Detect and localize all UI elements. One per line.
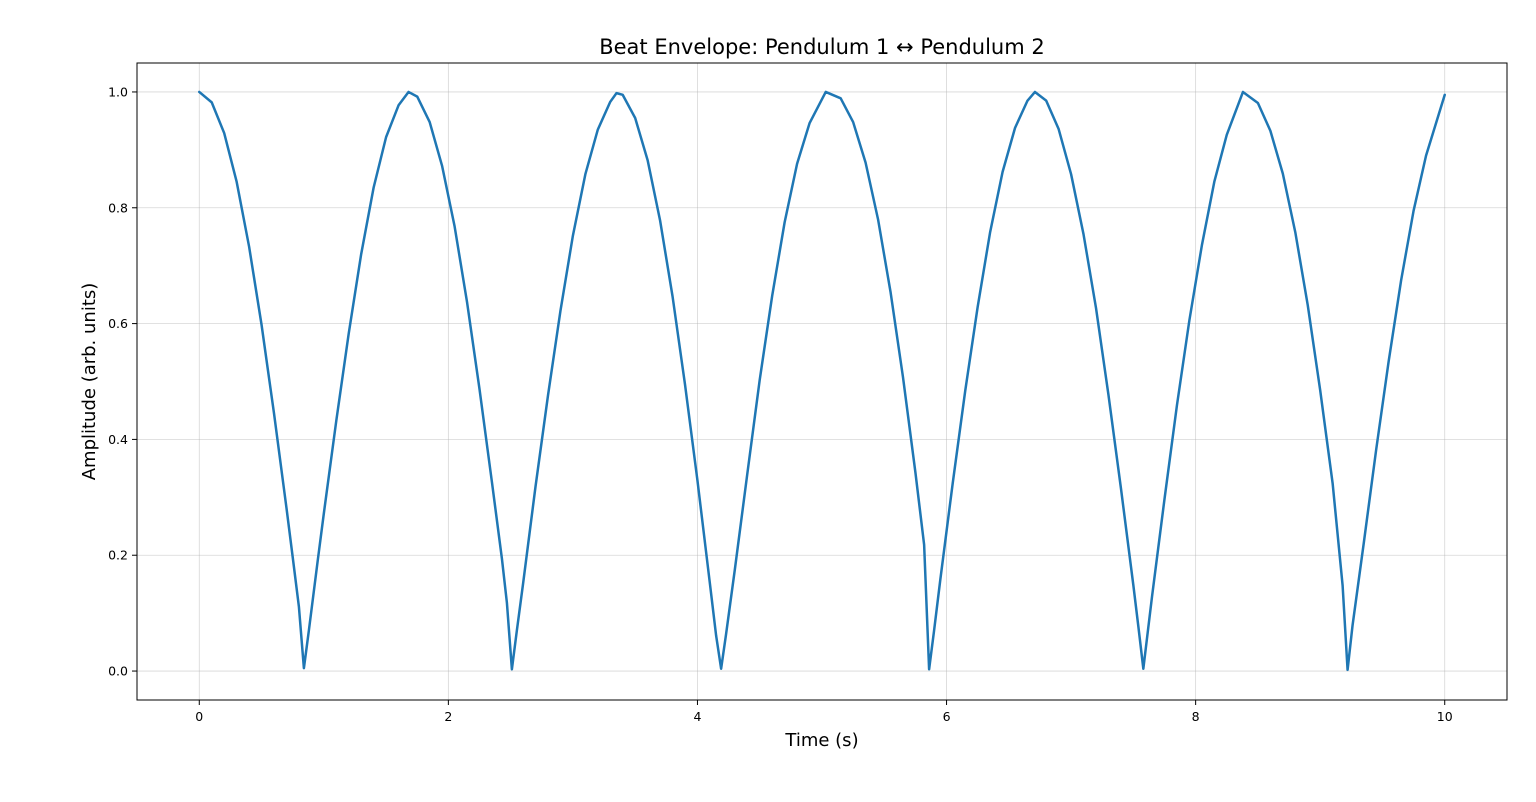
y-axis-ticks: 0.0 0.2 0.4 0.6 0.8 1.0: [108, 84, 137, 679]
x-tick-label: 0: [195, 709, 203, 724]
x-tick-label: 10: [1437, 709, 1453, 724]
series-line: [198, 90, 1446, 672]
y-tick-label: 0.6: [108, 316, 128, 331]
y-tick-label: 0.4: [108, 432, 128, 447]
plot-frame: [136, 62, 1508, 701]
line-layer: [198, 90, 1446, 672]
y-axis-label: Amplitude (arb. units): [79, 283, 100, 481]
x-axis-ticks: 0 2 4 6 8 10: [195, 700, 1453, 724]
y-tick-label: 1.0: [108, 84, 128, 99]
chart-title: Beat Envelope: Pendulum 1 ↔ Pendulum 2: [599, 35, 1045, 59]
x-tick-label: 8: [1192, 709, 1200, 724]
x-tick-label: 2: [444, 709, 452, 724]
y-tick-label: 0.8: [108, 200, 128, 215]
y-tick-label: 0.2: [108, 548, 128, 563]
y-tick-label: 0.0: [108, 664, 128, 679]
x-tick-label: 6: [943, 709, 951, 724]
x-tick-label: 4: [693, 709, 701, 724]
grid-layer: [137, 63, 1507, 700]
x-axis-label: Time (s): [784, 730, 858, 751]
